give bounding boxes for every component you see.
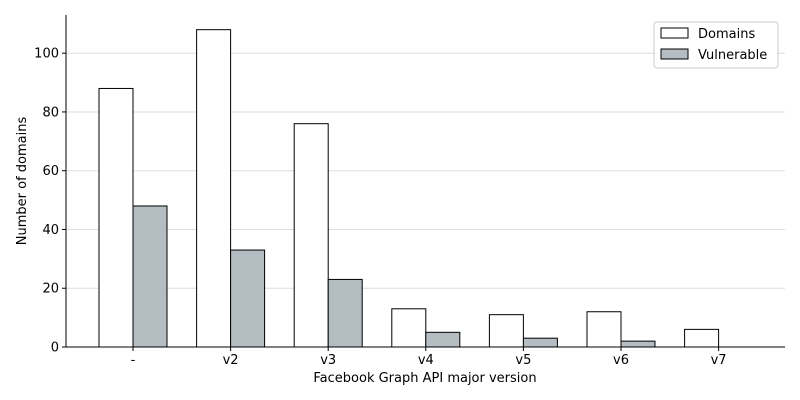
bar-domains-2 [196, 29, 232, 348]
bar-vulnerable-5 [522, 337, 558, 348]
x-tick-labels: - v2 v3 v4 v5 v6 v7 [131, 353, 727, 368]
bar-domains-4 [391, 308, 427, 348]
bars [98, 29, 720, 348]
bar-domains-5 [488, 314, 524, 348]
bar-vulnerable-6 [620, 340, 656, 348]
x-tick-label: v4 [418, 353, 434, 368]
x-tick-label: v3 [320, 353, 336, 368]
y-tick-label: 60 [42, 164, 59, 179]
legend-label: Vulnerable [698, 48, 767, 63]
bar-vulnerable-4 [425, 331, 461, 348]
y-tick-label: 100 [34, 47, 59, 62]
y-tick-label: 40 [42, 223, 59, 238]
x-tick-label: v6 [613, 353, 629, 368]
x-axis-title: Facebook Graph API major version [313, 371, 536, 386]
bar-vulnerable-2 [230, 249, 266, 348]
x-tick-label: v5 [515, 353, 531, 368]
bar-domains-7 [684, 328, 720, 348]
y-tick-labels: 0 20 40 60 80 100 [34, 47, 59, 356]
x-tick-label: - [131, 353, 136, 368]
legend-swatch [660, 27, 689, 39]
bar-domains-3 [293, 123, 329, 348]
y-tick-label: 20 [42, 282, 59, 297]
gridlines [66, 52, 785, 348]
bar-domains-1 [98, 87, 134, 348]
legend-swatch [660, 48, 689, 60]
y-tick-label: 80 [42, 105, 59, 120]
axes [62, 15, 785, 351]
x-tick-label: v2 [223, 353, 239, 368]
y-axis-title: Number of domains [15, 117, 30, 246]
y-tick-label: 0 [51, 341, 59, 356]
bar-vulnerable-1 [132, 205, 168, 348]
legend-label: Domains [698, 27, 755, 42]
x-tick-label: v7 [711, 353, 727, 368]
legend: Domains Vulnerable [653, 21, 779, 69]
bar-domains-6 [586, 311, 622, 348]
bar-vulnerable-3 [327, 278, 363, 348]
